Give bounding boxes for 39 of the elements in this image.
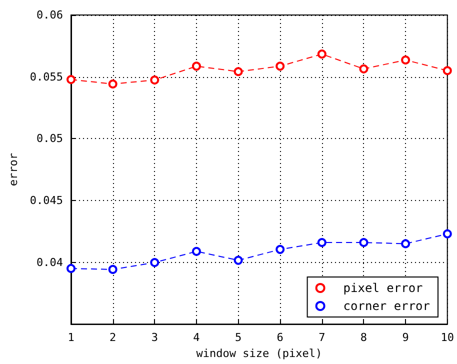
y-tick-label: 0.05 [36, 132, 64, 146]
point [317, 238, 326, 247]
x-tick-label: 4 [193, 331, 200, 344]
y-tick-label: 0.04 [36, 256, 64, 269]
x-tick-label: 6 [276, 331, 284, 344]
point [234, 67, 243, 76]
y-tick-label: 0.045 [30, 194, 64, 207]
point [66, 75, 76, 84]
point [317, 50, 326, 59]
point [150, 76, 160, 85]
x-tick-label: 9 [402, 331, 409, 344]
x-tick-label: 5 [234, 331, 242, 344]
x-tick-label: 2 [110, 331, 116, 344]
y-axis-title: error [7, 152, 20, 186]
point [66, 264, 76, 273]
y-tick-label: 0.06 [36, 8, 64, 22]
x-tick-label: 3 [151, 331, 158, 344]
point [192, 62, 201, 71]
legend-label: pixel error [343, 281, 423, 295]
point [401, 239, 410, 248]
x-tick-label: 1 [68, 331, 74, 344]
y-tick-label: 0.055 [30, 70, 64, 84]
x-tick-label: 10 [440, 331, 454, 344]
point [276, 244, 285, 254]
point [442, 229, 452, 238]
point [108, 79, 118, 88]
point [108, 264, 118, 274]
point [150, 258, 160, 268]
point [359, 64, 368, 74]
x-axis-title: window size (pixel) [196, 347, 322, 360]
x-tick-label: 7 [318, 331, 326, 344]
legend-label: corner error [343, 299, 430, 313]
point [276, 62, 285, 71]
point [359, 238, 368, 247]
point [401, 56, 410, 65]
x-tick-label: 8 [360, 331, 368, 344]
point [234, 256, 243, 265]
point [442, 66, 452, 76]
point [192, 246, 201, 256]
